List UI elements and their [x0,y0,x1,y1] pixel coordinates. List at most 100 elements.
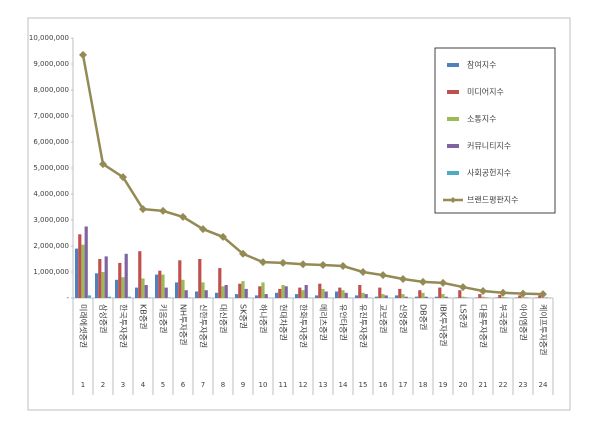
bar [458,290,461,298]
bar [375,297,378,298]
x-tick-label: IBK투자증권 [439,304,449,347]
bar [355,295,358,298]
bar [221,286,224,298]
bar [75,249,78,298]
rank-label: 14 [339,381,348,389]
bar [335,292,338,299]
x-tick-label: SK증권 [239,304,249,329]
bar [305,285,308,298]
legend-swatch [447,90,459,94]
legend-swatch [447,144,459,148]
bar [158,271,161,298]
bar [125,254,128,298]
bar [241,281,244,298]
bar [405,297,408,298]
x-tick-label: DB증권 [419,304,429,330]
rank-label: 19 [439,381,448,389]
bar [338,288,341,298]
bar [345,293,348,298]
bar [85,227,88,299]
rank-label: 6 [181,381,186,389]
rank-label: 16 [379,381,388,389]
legend-label: 사회공헌지수 [467,169,511,178]
x-tick-label: 신영증권 [399,304,409,333]
bar [168,297,171,298]
rank-label: 10 [259,381,268,389]
bar [195,292,198,299]
bar [115,280,118,298]
y-tick-label: 4,000,000 [33,190,69,198]
y-tick-label: 8,000,000 [33,86,69,94]
y-tick-label: 9,000,000 [33,60,69,68]
bar [208,297,211,298]
bar [88,295,91,298]
bar [78,234,81,298]
y-tick-label: 1,000,000 [33,268,69,276]
bar [135,288,138,298]
bar [321,289,324,298]
bar [478,294,481,298]
bar [235,294,238,298]
x-tick-label: 한국투자증권 [119,304,129,348]
bar [285,286,288,298]
bar [525,297,528,298]
bar [361,293,364,298]
bar [278,289,281,298]
legend-label: 소통지수 [467,115,496,124]
bar [298,288,301,298]
rank-label: 23 [519,381,528,389]
bar [325,292,328,299]
y-tick-label: 7,000,000 [33,112,69,120]
rank-label: 17 [399,381,408,389]
x-tick-label: 미래에셋증권 [79,304,89,348]
x-tick-label: 한화투자증권 [299,304,309,348]
bar [121,277,124,298]
bar [261,282,264,298]
bar [415,297,418,298]
bar [225,285,228,298]
bar [481,297,484,298]
bar [378,288,381,298]
bar [358,285,361,298]
bar [438,288,441,298]
bar [515,297,518,298]
bar [315,295,318,298]
rank-label: 11 [279,381,288,389]
bar [485,297,488,298]
rank-label: 8 [221,381,225,389]
y-tick-label: 2,000,000 [33,242,69,250]
legend-box [435,48,555,213]
bar [101,272,104,298]
rank-label: 18 [419,381,428,389]
bar [275,293,278,298]
legend-label: 참여지수 [467,60,496,70]
rank-label: 5 [161,381,165,389]
x-tick-label: NH투자증권 [179,304,189,345]
bar [145,285,148,298]
bar [138,251,141,298]
bar [301,290,304,298]
bar [425,297,428,298]
bar [295,294,298,298]
bar [118,263,121,298]
rank-label: 2 [101,381,105,389]
bar [495,297,498,298]
rank-label: 20 [459,381,468,389]
bar [215,293,218,298]
y-tick-label: 10,000,000 [29,34,69,42]
bar [365,294,368,298]
bar [165,288,168,298]
rank-label: 21 [479,381,488,389]
rank-label: 13 [319,381,328,389]
bar [238,284,241,298]
bar [445,297,448,298]
bar [81,245,84,298]
rank-label: 9 [241,381,245,389]
x-tick-label: KB증권 [139,304,149,329]
legend-swatch [447,171,459,175]
x-tick-label: 부국증권 [499,304,509,333]
bar [128,297,131,298]
bar [201,282,204,298]
bar [178,260,181,298]
